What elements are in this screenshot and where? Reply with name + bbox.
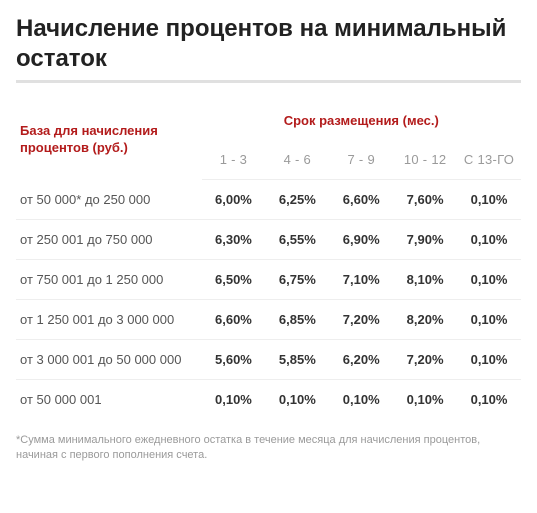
value-cell: 7,20%: [393, 340, 457, 380]
value-cell: 5,60%: [202, 340, 266, 380]
table-row: от 50 000* до 250 000 6,00% 6,25% 6,60% …: [16, 180, 521, 220]
value-cell: 0,10%: [265, 380, 329, 420]
value-cell: 0,10%: [202, 380, 266, 420]
base-header-text: База для начисления процентов (руб.): [20, 123, 158, 155]
value-cell: 6,85%: [265, 300, 329, 340]
value-cell: 7,10%: [329, 260, 393, 300]
base-header: База для начисления процентов (руб.): [16, 101, 202, 180]
value-cell: 8,10%: [393, 260, 457, 300]
value-cell: 6,60%: [202, 300, 266, 340]
value-cell: 6,75%: [265, 260, 329, 300]
table-row: от 3 000 001 до 50 000 000 5,60% 5,85% 6…: [16, 340, 521, 380]
rates-table: База для начисления процентов (руб.) Сро…: [16, 101, 521, 419]
value-cell: 7,60%: [393, 180, 457, 220]
range-cell: от 50 000* до 250 000: [16, 180, 202, 220]
term-col-4: С 13-ГО: [457, 140, 521, 180]
term-col-3: 10 - 12: [393, 140, 457, 180]
table-row: от 1 250 001 до 3 000 000 6,60% 6,85% 7,…: [16, 300, 521, 340]
value-cell: 0,10%: [329, 380, 393, 420]
range-cell: от 250 001 до 750 000: [16, 220, 202, 260]
page-title: Начисление процентов на минимальный оста…: [16, 14, 521, 83]
value-cell: 6,20%: [329, 340, 393, 380]
value-cell: 0,10%: [457, 220, 521, 260]
value-cell: 0,10%: [457, 380, 521, 420]
value-cell: 0,10%: [457, 300, 521, 340]
value-cell: 0,10%: [457, 260, 521, 300]
table-row: от 250 001 до 750 000 6,30% 6,55% 6,90% …: [16, 220, 521, 260]
value-cell: 8,20%: [393, 300, 457, 340]
value-cell: 6,60%: [329, 180, 393, 220]
range-cell: от 50 000 001: [16, 380, 202, 420]
value-cell: 6,25%: [265, 180, 329, 220]
term-col-1: 4 - 6: [265, 140, 329, 180]
footnote: *Сумма минимального ежедневного остатка …: [16, 433, 521, 464]
value-cell: 6,50%: [202, 260, 266, 300]
table-row: от 50 000 001 0,10% 0,10% 0,10% 0,10% 0,…: [16, 380, 521, 420]
term-col-2: 7 - 9: [329, 140, 393, 180]
range-cell: от 1 250 001 до 3 000 000: [16, 300, 202, 340]
value-cell: 7,90%: [393, 220, 457, 260]
term-col-0: 1 - 3: [202, 140, 266, 180]
value-cell: 0,10%: [457, 180, 521, 220]
table-row: от 750 001 до 1 250 000 6,50% 6,75% 7,10…: [16, 260, 521, 300]
value-cell: 6,90%: [329, 220, 393, 260]
value-cell: 7,20%: [329, 300, 393, 340]
value-cell: 6,30%: [202, 220, 266, 260]
value-cell: 6,00%: [202, 180, 266, 220]
value-cell: 5,85%: [265, 340, 329, 380]
value-cell: 6,55%: [265, 220, 329, 260]
range-cell: от 3 000 001 до 50 000 000: [16, 340, 202, 380]
range-cell: от 750 001 до 1 250 000: [16, 260, 202, 300]
value-cell: 0,10%: [457, 340, 521, 380]
term-header: Срок размещения (мес.): [202, 101, 522, 140]
value-cell: 0,10%: [393, 380, 457, 420]
